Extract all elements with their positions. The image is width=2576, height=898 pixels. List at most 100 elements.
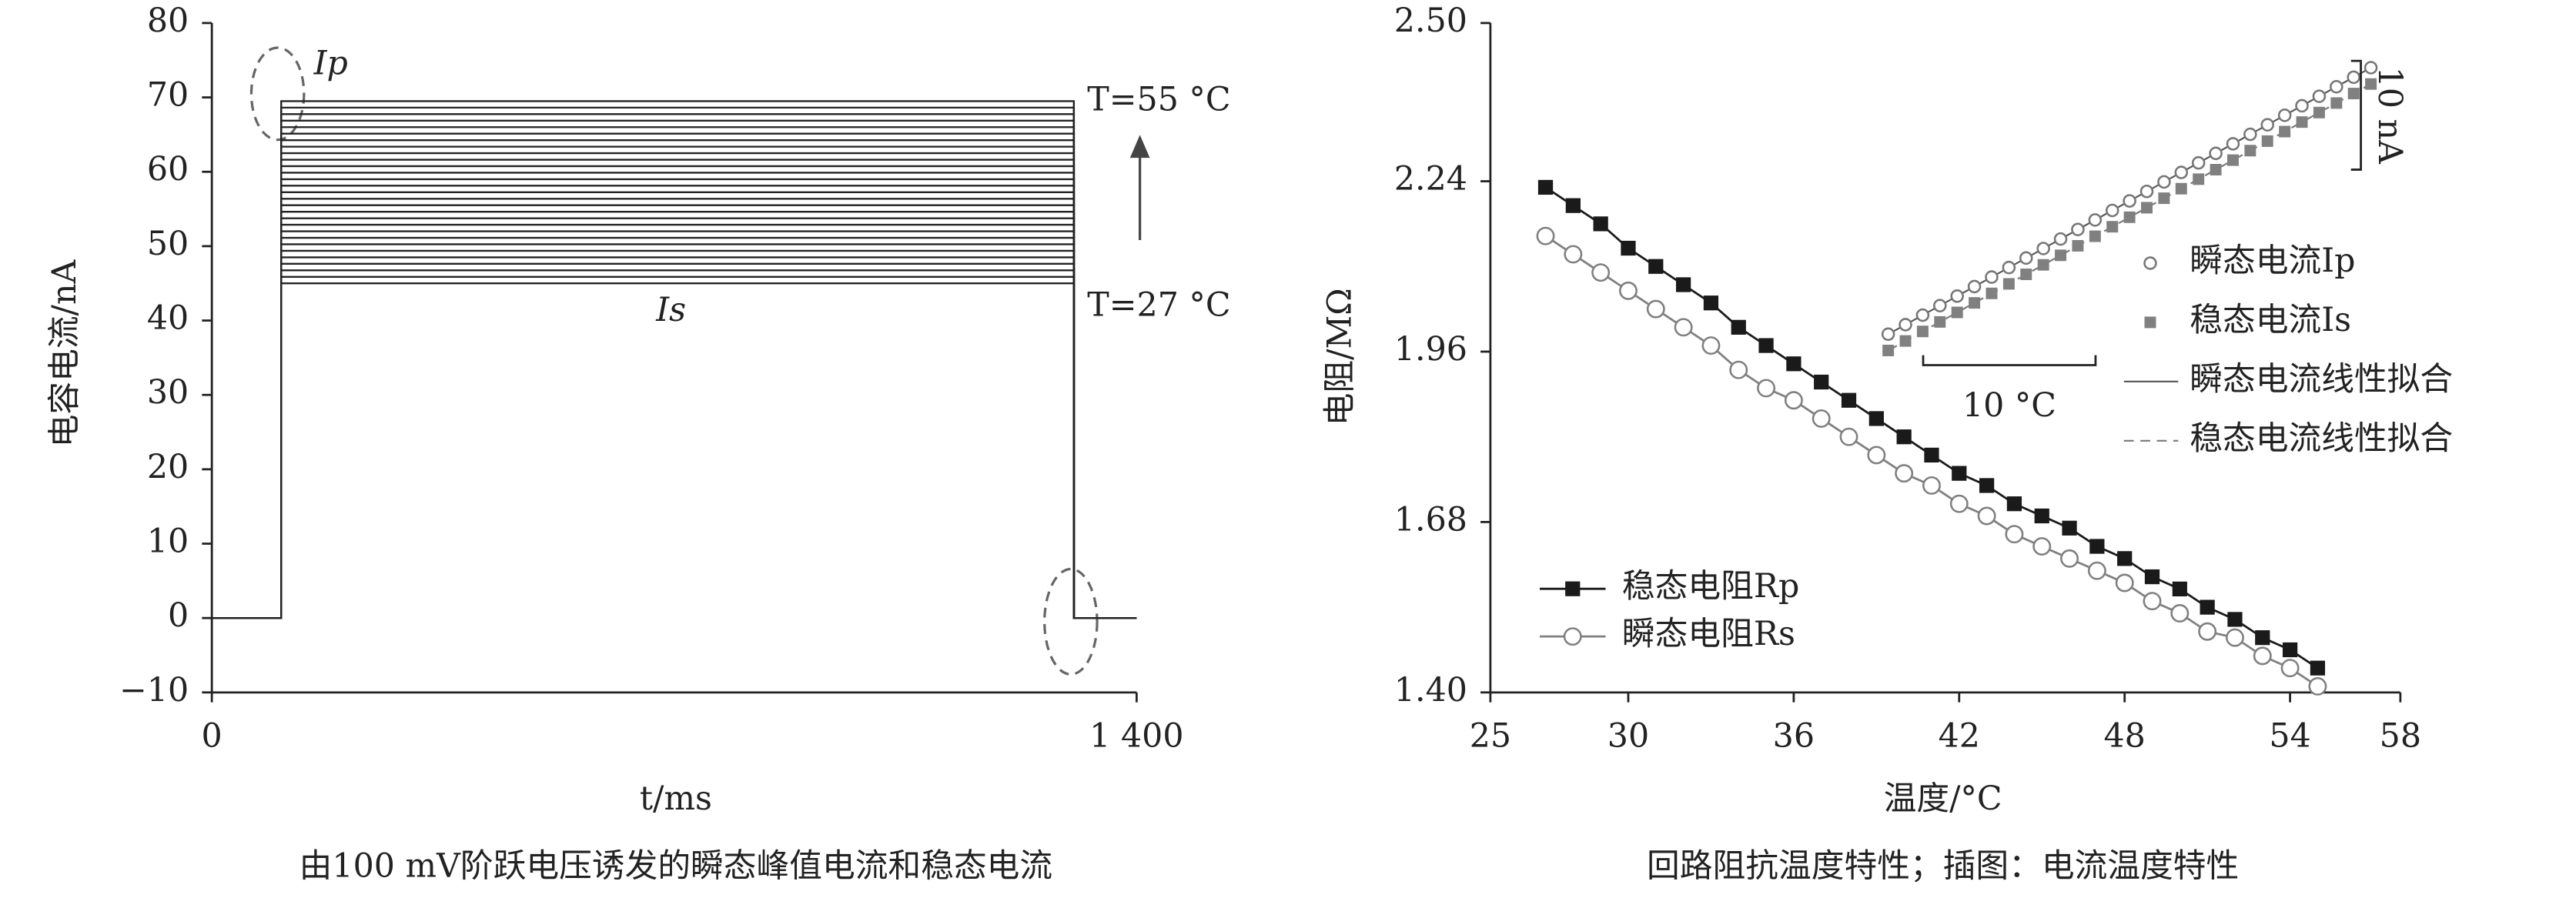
y-tick-label: 50 [147,225,189,263]
x-tick-label: 48 [2103,717,2145,756]
marker [2139,184,2154,199]
series-line [212,282,1137,619]
marker [1969,297,1981,309]
y-tick-label: 10 [147,522,189,561]
marker [1896,429,1912,445]
peak-marker [249,46,306,142]
marker [1757,379,1776,398]
marker [2002,278,2015,290]
marker [2087,561,2106,580]
marker [2053,232,2068,246]
marker [2089,539,2105,554]
marker [2071,222,2085,236]
marker [2282,642,2298,658]
marker [1915,308,1930,322]
marker [2062,520,2077,536]
marker [2175,182,2187,195]
marker [2313,106,2325,119]
marker [2006,496,2022,512]
marker [1895,464,1914,483]
marker [2209,146,2223,161]
series-line [212,191,1137,619]
marker [2279,125,2291,138]
marker [1703,295,1719,311]
marker [2144,316,2156,329]
marker [1882,344,1895,356]
marker [1536,226,1555,245]
marker [1977,506,1996,526]
marker [2226,154,2239,166]
marker [1934,315,1946,328]
series-line [212,132,1137,619]
marker [2365,78,2377,90]
marker [2055,249,2067,262]
annotation: T=55 °C [1087,81,1230,119]
marker [2255,630,2270,646]
marker [2226,137,2240,151]
marker [1729,360,1748,379]
marker [2036,242,2050,255]
marker [2172,581,2187,597]
marker [2123,211,2136,223]
marker [1951,306,1963,319]
series-line [212,165,1137,619]
marker [2308,676,2327,696]
marker [2117,551,2133,566]
y-tick-label: 0 [168,596,189,635]
marker [1985,270,1999,284]
marker [1922,476,1941,495]
marker [2210,164,2222,175]
scale-bar-label: 10 °C [1962,386,2056,425]
marker [2225,628,2244,647]
x-tick-label: 42 [1939,717,1980,756]
annotation: T=27 °C [1087,286,1230,325]
marker [2060,549,2079,568]
x-tick-label: 1 400 [1089,717,1183,756]
caption: 回路阻抗温度特性；插图：电流温度特性 [1647,847,2239,886]
marker [1621,240,1636,256]
marker [1675,277,1691,292]
marker [2019,251,2033,265]
marker [1591,263,1611,282]
scale-bar-label: 10 nA [2370,67,2409,165]
marker [2002,260,2016,275]
marker [2260,118,2275,132]
marker [2143,592,2162,611]
marker [2034,508,2049,524]
marker [1731,319,1746,335]
marker [1839,427,1858,446]
x-tick-label: 54 [2269,717,2310,756]
scale-bar [1922,355,2097,366]
marker [1899,335,1912,347]
marker [2105,203,2119,218]
x-tick-label: 0 [202,717,222,756]
marker [1812,409,1831,428]
marker [2032,537,2052,556]
marker [1786,356,1802,372]
marker [1646,299,1665,319]
annotation: Ip [313,44,348,82]
marker [2170,604,2190,623]
marker [2261,135,2273,147]
marker [1881,327,1895,342]
marker [1967,279,1982,294]
marker [2280,659,2300,678]
marker [2347,70,2360,85]
x-tick-label: 36 [1773,717,1815,756]
marker [2072,239,2084,252]
series-line [212,126,1137,619]
y-tick-label: 1.68 [1394,500,1467,539]
x-tick-label: 58 [2380,717,2421,756]
marker [1593,216,1608,232]
marker [2312,89,2327,103]
y-tick-label: 70 [147,76,189,115]
series-line [212,204,1137,619]
y-tick-label: 1.96 [1394,330,1467,369]
x-axis-title: t/ms [640,779,712,818]
marker [1952,466,1967,481]
marker [2158,192,2170,205]
marker [2277,108,2292,122]
marker [1916,325,1929,338]
series-line [212,172,1137,619]
marker [2115,573,2134,593]
